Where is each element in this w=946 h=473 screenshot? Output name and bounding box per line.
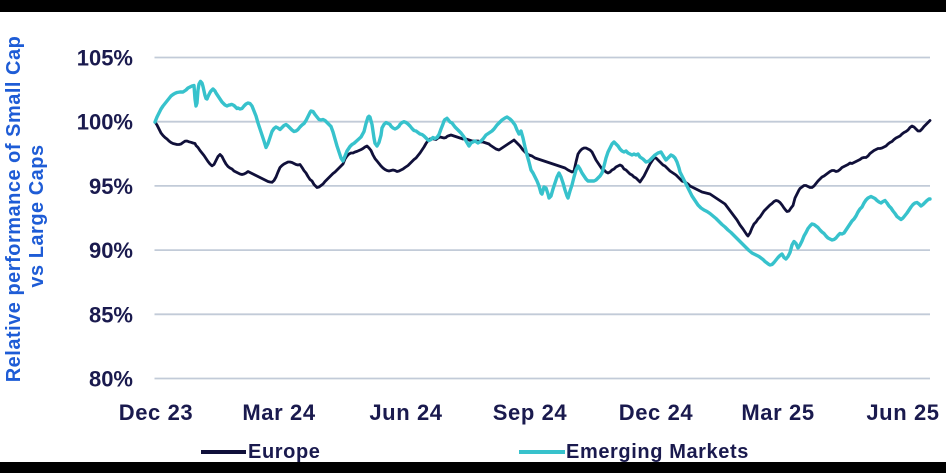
- svg-text:105%: 105%: [77, 46, 133, 71]
- svg-text:80%: 80%: [89, 367, 133, 392]
- svg-text:Relative performance of Small: Relative performance of Small Cap: [3, 36, 25, 383]
- svg-text:Sep 24: Sep 24: [493, 400, 568, 425]
- svg-text:Emerging Markets: Emerging Markets: [566, 441, 749, 463]
- svg-text:vs Large Caps: vs Large Caps: [26, 144, 48, 287]
- svg-text:Dec 24: Dec 24: [619, 400, 694, 425]
- svg-text:Mar 24: Mar 24: [242, 400, 315, 425]
- svg-text:95%: 95%: [89, 174, 133, 199]
- svg-text:90%: 90%: [89, 238, 133, 263]
- svg-text:100%: 100%: [77, 110, 133, 135]
- svg-text:Jun 25: Jun 25: [866, 400, 939, 425]
- svg-text:85%: 85%: [89, 302, 133, 327]
- svg-text:Jun 24: Jun 24: [369, 400, 442, 425]
- svg-text:Mar 25: Mar 25: [741, 400, 814, 425]
- svg-text:Dec 23: Dec 23: [119, 400, 194, 425]
- svg-text:Europe: Europe: [248, 441, 321, 463]
